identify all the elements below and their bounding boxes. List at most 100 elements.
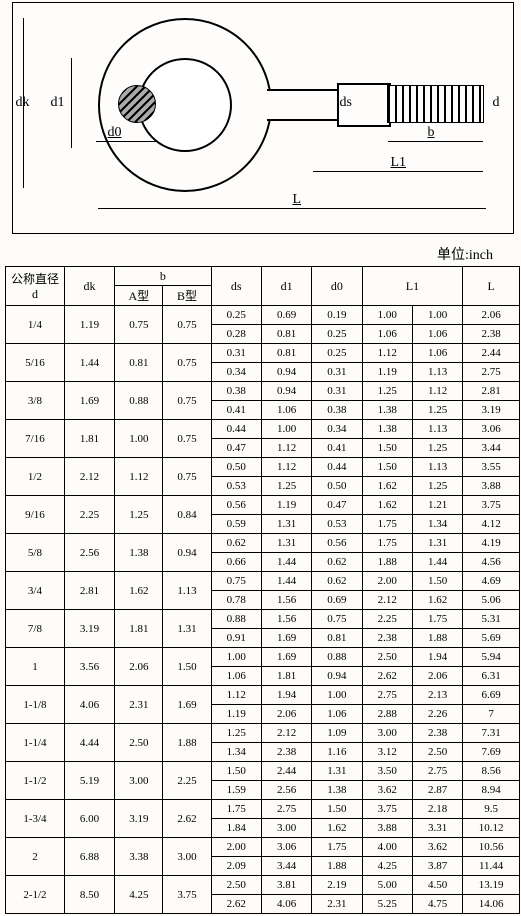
data-cell: 3.00	[261, 819, 311, 838]
cell-d: 5/8	[6, 534, 65, 572]
data-cell: 0.88	[211, 610, 261, 629]
cell-bB: 0.75	[163, 306, 211, 344]
table-row: 7/83.191.811.310.881.560.752.251.755.31	[6, 610, 520, 629]
cell-bA: 2.06	[115, 648, 163, 686]
data-cell: 0.47	[211, 439, 261, 458]
data-cell: 1.62	[312, 819, 362, 838]
data-cell: 1.31	[261, 534, 311, 553]
data-cell: 1.62	[362, 477, 412, 496]
table-body: 1/41.190.750.750.250.690.191.001.002.060…	[6, 306, 520, 914]
data-cell: 1.31	[312, 762, 362, 781]
data-cell: 5.25	[362, 895, 412, 914]
data-cell: 1.50	[312, 800, 362, 819]
data-cell: 0.81	[312, 629, 362, 648]
data-cell: 4.56	[463, 553, 520, 572]
cell-dk: 1.19	[64, 306, 114, 344]
table-row: 1-1/25.193.002.251.502.441.313.502.758.5…	[6, 762, 520, 781]
data-cell: 3.06	[463, 420, 520, 439]
data-cell: 5.06	[463, 591, 520, 610]
data-cell: 3.31	[412, 819, 462, 838]
data-cell: 2.13	[412, 686, 462, 705]
data-cell: 0.81	[261, 325, 311, 344]
data-cell: 0.28	[211, 325, 261, 344]
data-cell: 1.13	[412, 363, 462, 382]
cell-bA: 0.81	[115, 344, 163, 382]
table-row: 13.562.061.501.001.690.882.501.945.94	[6, 648, 520, 667]
data-cell: 1.06	[261, 401, 311, 420]
data-cell: 14.06	[463, 895, 520, 914]
data-cell: 1.06	[412, 344, 462, 363]
data-cell: 1.56	[261, 591, 311, 610]
data-cell: 6.69	[463, 686, 520, 705]
data-cell: 0.94	[312, 667, 362, 686]
data-cell: 2.75	[261, 800, 311, 819]
data-cell: 1.75	[412, 610, 462, 629]
data-cell: 1.19	[211, 705, 261, 724]
data-cell: 3.44	[261, 857, 311, 876]
data-cell: 2.31	[312, 895, 362, 914]
data-cell: 2.19	[312, 876, 362, 895]
data-cell: 1.00	[362, 306, 412, 325]
cell-dk: 1.44	[64, 344, 114, 382]
data-cell: 2.00	[211, 838, 261, 857]
data-cell: 5.31	[463, 610, 520, 629]
data-cell: 3.75	[463, 496, 520, 515]
data-cell: 2.75	[412, 762, 462, 781]
cell-bA: 2.31	[115, 686, 163, 724]
data-cell: 1.31	[261, 515, 311, 534]
data-cell: 0.69	[312, 591, 362, 610]
data-cell: 13.19	[463, 876, 520, 895]
hdr-L: L	[463, 267, 520, 306]
cell-bA: 1.25	[115, 496, 163, 534]
data-cell: 2.38	[362, 629, 412, 648]
cell-bB: 1.31	[163, 610, 211, 648]
data-cell: 2.06	[412, 667, 462, 686]
cell-d: 1	[6, 648, 65, 686]
data-cell: 0.50	[211, 458, 261, 477]
data-cell: 0.34	[211, 363, 261, 382]
label-d1: d1	[51, 95, 65, 111]
table-row: 7/161.811.000.750.441.000.341.381.133.06	[6, 420, 520, 439]
data-cell: 1.34	[211, 743, 261, 762]
table-row: 5/161.440.810.750.310.810.251.121.062.44	[6, 344, 520, 363]
cell-bB: 0.75	[163, 458, 211, 496]
data-cell: 1.25	[412, 477, 462, 496]
cell-dk: 6.88	[64, 838, 114, 876]
data-cell: 10.12	[463, 819, 520, 838]
data-cell: 2.81	[463, 382, 520, 401]
data-cell: 2.38	[261, 743, 311, 762]
data-cell: 2.12	[261, 724, 311, 743]
data-cell: 4.19	[463, 534, 520, 553]
data-cell: 2.88	[362, 705, 412, 724]
data-cell: 1.62	[412, 591, 462, 610]
data-cell: 2.50	[211, 876, 261, 895]
data-cell: 1.13	[412, 458, 462, 477]
hdr-d1: d1	[261, 267, 311, 306]
data-cell: 1.69	[261, 648, 311, 667]
data-cell: 0.69	[261, 306, 311, 325]
neck-rect	[267, 89, 337, 121]
data-cell: 1.50	[362, 458, 412, 477]
hdr-dk: dk	[64, 267, 114, 306]
cell-dk: 3.56	[64, 648, 114, 686]
cell-bB: 0.75	[163, 420, 211, 458]
data-cell: 0.44	[211, 420, 261, 439]
cell-d: 3/8	[6, 382, 65, 420]
cell-dk: 1.69	[64, 382, 114, 420]
data-cell: 1.75	[362, 515, 412, 534]
table-row: 3/81.690.880.750.380.940.311.251.122.81	[6, 382, 520, 401]
hdr-d0: d0	[312, 267, 362, 306]
data-cell: 10.56	[463, 838, 520, 857]
table-row: 3/42.811.621.130.751.440.622.001.504.69	[6, 572, 520, 591]
data-cell: 2.50	[412, 743, 462, 762]
data-cell: 2.50	[362, 648, 412, 667]
data-cell: 1.06	[362, 325, 412, 344]
data-cell: 3.62	[412, 838, 462, 857]
cell-bB: 1.88	[163, 724, 211, 762]
data-cell: 3.62	[362, 781, 412, 800]
cell-bA: 1.62	[115, 572, 163, 610]
cell-d: 1-1/8	[6, 686, 65, 724]
data-cell: 1.00	[412, 306, 462, 325]
data-cell: 0.78	[211, 591, 261, 610]
data-cell: 0.62	[211, 534, 261, 553]
